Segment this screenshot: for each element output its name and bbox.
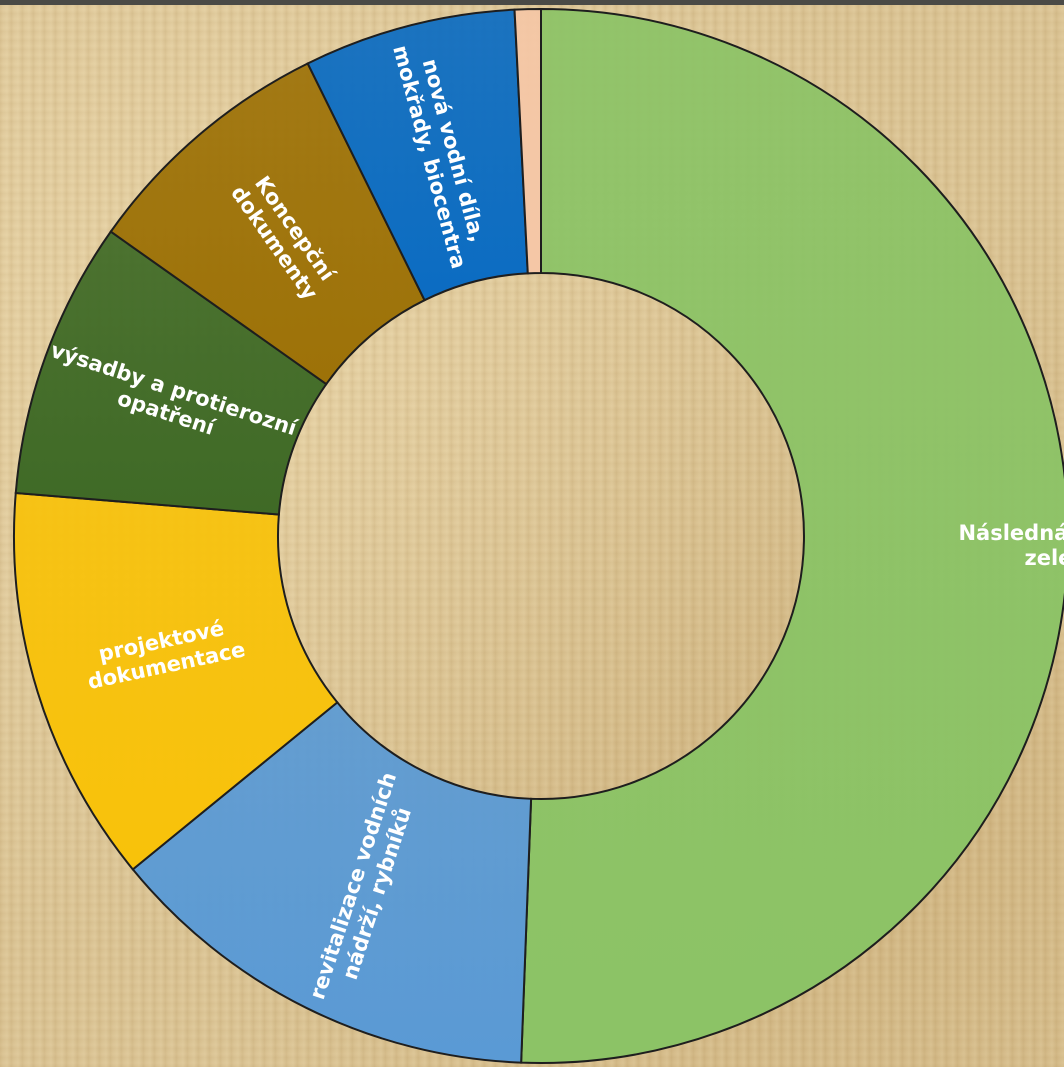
slice-slice-6	[513, 7, 542, 275]
slice-projektove-dokumentace	[13, 491, 339, 871]
slice-revitalizace-vodnich-nadrzi-rybniku	[131, 700, 533, 1064]
slice-nasledna-pece-o-zelen	[520, 7, 1064, 1064]
label-nasledna-pece-o-zelen: Následná péče ozeleň	[958, 521, 1064, 570]
top-border-bar	[0, 0, 1064, 5]
